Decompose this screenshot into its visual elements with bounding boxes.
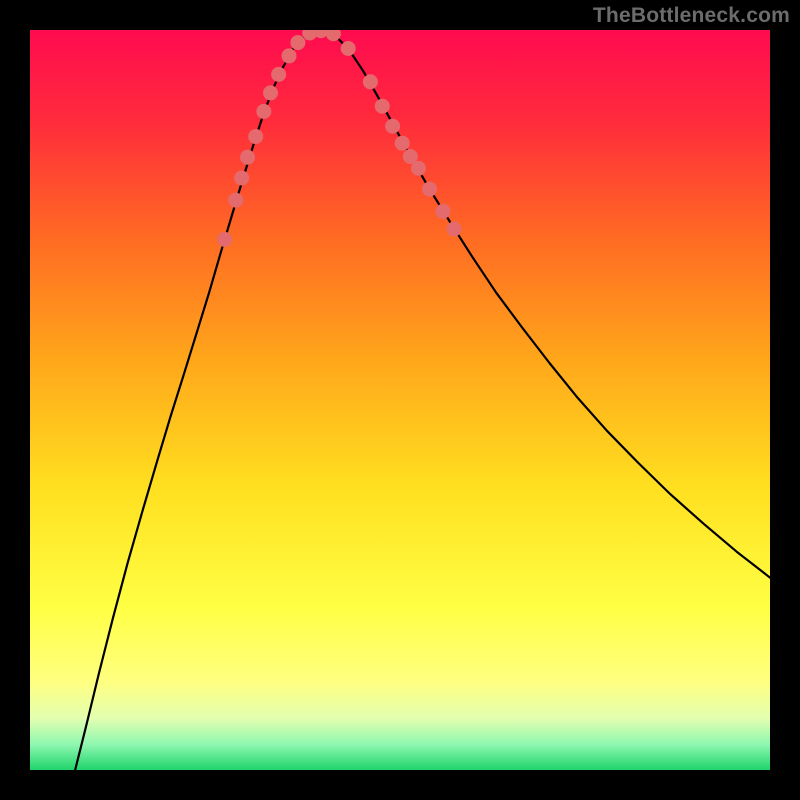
- curve-marker: [422, 182, 437, 197]
- curve-marker: [385, 119, 400, 134]
- curve-marker: [228, 193, 243, 208]
- curve-marker: [240, 150, 255, 165]
- curve-marker: [290, 35, 305, 50]
- curve-marker: [248, 129, 263, 144]
- curve-marker: [411, 161, 426, 176]
- curve-marker: [271, 67, 286, 82]
- curve-marker: [447, 222, 462, 237]
- curve-marker: [234, 171, 249, 186]
- curve-marker: [282, 48, 297, 63]
- curve-marker: [363, 74, 378, 89]
- curve-marker: [263, 85, 278, 100]
- curve-marker: [341, 41, 356, 56]
- curve-marker: [395, 136, 410, 151]
- stage: TheBottleneck.com: [0, 0, 800, 800]
- curve-marker: [375, 99, 390, 114]
- curve-marker: [217, 232, 232, 247]
- curve-marker: [256, 104, 271, 119]
- curve-marker: [435, 204, 450, 219]
- bottleneck-chart: [0, 0, 800, 800]
